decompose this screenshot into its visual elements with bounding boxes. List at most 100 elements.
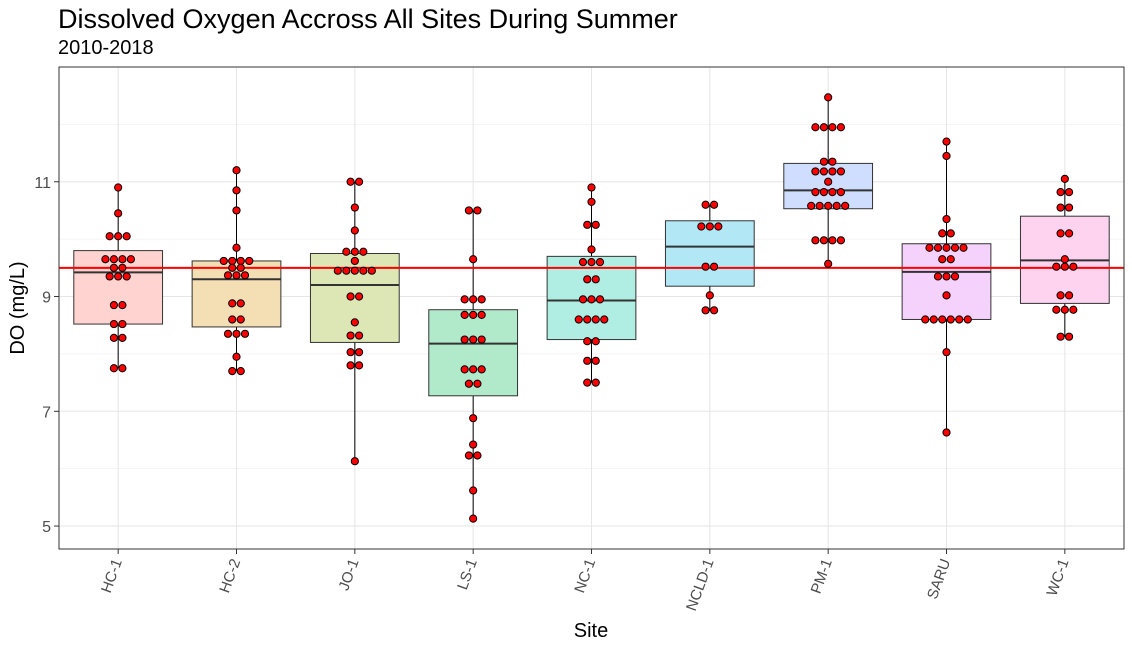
data-point bbox=[105, 272, 114, 281]
data-point bbox=[232, 186, 241, 195]
data-point bbox=[109, 319, 119, 329]
data-point bbox=[959, 243, 968, 252]
data-point bbox=[587, 245, 596, 254]
data-point bbox=[469, 295, 478, 304]
data-point bbox=[828, 123, 837, 132]
data-point bbox=[1069, 305, 1078, 314]
data-point bbox=[587, 183, 596, 192]
data-point bbox=[346, 348, 355, 357]
data-point bbox=[811, 167, 820, 176]
data-point bbox=[824, 177, 833, 186]
data-point bbox=[367, 266, 376, 275]
data-point bbox=[583, 220, 592, 229]
y-tick-label: 11 bbox=[34, 175, 51, 192]
box-hc-1 bbox=[73, 187, 164, 369]
data-point bbox=[705, 291, 714, 300]
data-point bbox=[807, 201, 816, 210]
data-point bbox=[333, 266, 342, 275]
data-point bbox=[942, 348, 951, 357]
data-point bbox=[464, 379, 474, 388]
data-point bbox=[232, 271, 241, 280]
y-axis-title: DO (mg/L) bbox=[7, 261, 29, 354]
data-point bbox=[578, 295, 588, 304]
data-point bbox=[469, 310, 478, 319]
data-point bbox=[591, 220, 600, 229]
data-point bbox=[223, 329, 233, 338]
data-point bbox=[963, 315, 972, 324]
data-point bbox=[105, 232, 114, 241]
data-point bbox=[824, 259, 833, 268]
data-point bbox=[114, 272, 123, 281]
data-point bbox=[114, 209, 123, 218]
data-point bbox=[1060, 255, 1069, 264]
data-point bbox=[477, 335, 486, 344]
data-point bbox=[232, 166, 241, 175]
data-point bbox=[1064, 332, 1074, 341]
data-point bbox=[709, 200, 719, 209]
data-point bbox=[925, 243, 934, 252]
boxes-layer bbox=[73, 97, 1110, 519]
data-point bbox=[469, 414, 478, 423]
data-point bbox=[236, 256, 245, 266]
data-point bbox=[1060, 174, 1069, 183]
data-point bbox=[460, 335, 469, 344]
box-body bbox=[664, 220, 755, 287]
data-point bbox=[595, 295, 605, 304]
data-point bbox=[1064, 291, 1074, 300]
data-point bbox=[228, 299, 237, 308]
x-tick-label: PM-1 bbox=[808, 557, 836, 596]
data-point bbox=[350, 457, 359, 466]
data-point bbox=[109, 364, 119, 373]
y-tick-label: 5 bbox=[42, 519, 51, 536]
box-ncld-1 bbox=[664, 204, 755, 311]
data-point bbox=[469, 255, 478, 264]
x-tick-label: LS-1 bbox=[454, 557, 481, 593]
data-point bbox=[1056, 203, 1065, 212]
data-point bbox=[236, 299, 245, 308]
data-point bbox=[942, 214, 951, 224]
data-point bbox=[832, 201, 841, 210]
data-point bbox=[836, 167, 846, 176]
box-body bbox=[783, 162, 874, 210]
box-body bbox=[901, 243, 992, 320]
data-point bbox=[583, 315, 592, 324]
data-point bbox=[701, 306, 710, 315]
data-point bbox=[942, 428, 951, 437]
box-pm-1 bbox=[783, 97, 874, 264]
data-point bbox=[828, 167, 837, 176]
data-point bbox=[938, 255, 947, 264]
box-body bbox=[73, 250, 164, 325]
data-point bbox=[477, 295, 486, 304]
data-point bbox=[938, 229, 947, 238]
data-point bbox=[350, 226, 359, 235]
box-saru bbox=[901, 141, 992, 433]
data-point bbox=[1056, 332, 1065, 341]
data-point bbox=[587, 197, 596, 206]
data-point bbox=[342, 247, 351, 256]
y-tick-label: 9 bbox=[42, 290, 51, 307]
data-point bbox=[219, 256, 228, 266]
data-point bbox=[819, 236, 829, 245]
data-point bbox=[118, 364, 127, 373]
data-point bbox=[583, 337, 592, 346]
data-point bbox=[228, 263, 237, 272]
data-point bbox=[350, 247, 359, 256]
data-point bbox=[354, 331, 364, 340]
data-point bbox=[464, 206, 474, 215]
data-point bbox=[583, 356, 592, 365]
data-point bbox=[921, 315, 930, 324]
data-point bbox=[709, 306, 719, 315]
data-point bbox=[109, 301, 119, 310]
data-point bbox=[473, 451, 482, 460]
data-point bbox=[118, 333, 127, 342]
data-point bbox=[346, 331, 355, 340]
data-point bbox=[591, 275, 600, 284]
data-point bbox=[354, 177, 364, 186]
box-ls-1 bbox=[428, 210, 519, 519]
data-point bbox=[836, 236, 846, 245]
data-point bbox=[929, 315, 938, 324]
data-point bbox=[933, 243, 943, 252]
data-point bbox=[240, 329, 250, 338]
data-point bbox=[819, 187, 829, 197]
x-tick-label: NCLD-1 bbox=[683, 557, 718, 614]
